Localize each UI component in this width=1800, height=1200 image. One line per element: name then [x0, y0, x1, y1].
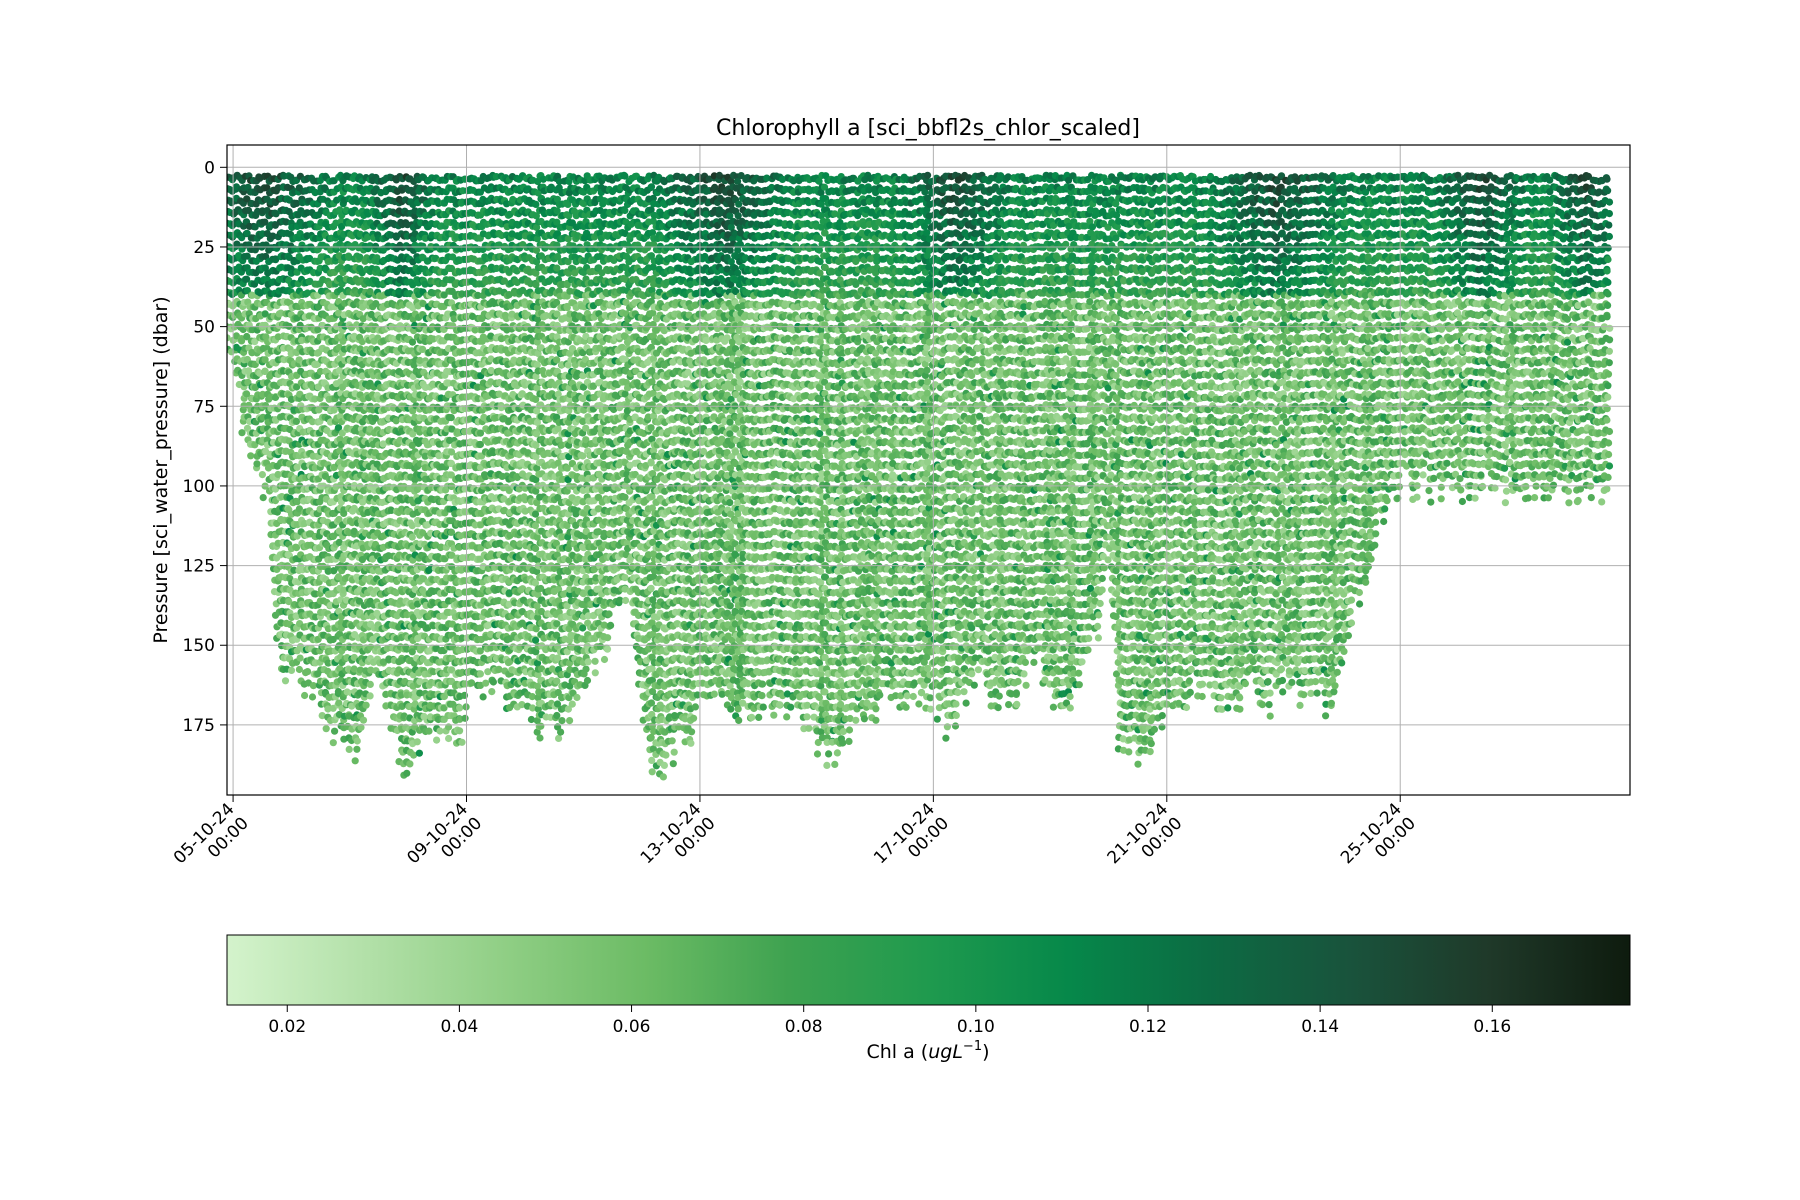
- scatter-point: [360, 717, 367, 724]
- scatter-point: [331, 728, 338, 735]
- scatter-point: [363, 702, 370, 709]
- scatter-point: [482, 680, 489, 687]
- scatter-point: [352, 757, 359, 764]
- scatter-point: [367, 692, 374, 699]
- scatter-point: [296, 666, 303, 673]
- scatter-point: [330, 739, 337, 746]
- scatter-point: [282, 677, 289, 684]
- scatter-point: [445, 735, 452, 742]
- scatter-point: [346, 746, 353, 753]
- scatter-point: [456, 727, 463, 734]
- scatter-point: [260, 494, 267, 501]
- scatter-point: [477, 670, 484, 677]
- scatter-point: [433, 737, 440, 744]
- scatter-point: [458, 739, 465, 746]
- scatter-point: [490, 678, 497, 685]
- scatter-point: [253, 460, 260, 467]
- scatter-point: [297, 655, 304, 662]
- scatter-point: [456, 704, 463, 711]
- plot-area: [222, 145, 1630, 795]
- scatter-point: [353, 746, 360, 753]
- scatter-point: [304, 668, 311, 675]
- scatter-point: [425, 728, 432, 735]
- scatter-point: [354, 737, 361, 744]
- scatter-point: [309, 693, 316, 700]
- scatter-point: [259, 471, 266, 478]
- scatter-point: [414, 738, 421, 745]
- scatter-point: [301, 692, 308, 699]
- scatter-point: [416, 750, 423, 757]
- scatter-point: [288, 667, 295, 674]
- scatter-point: [462, 715, 469, 722]
- chart-title: Chlorophyll a [sci_bbfl2s_chlor_scaled]: [716, 116, 1140, 141]
- scatter-point: [406, 760, 413, 767]
- scatter-point: [367, 681, 374, 688]
- scatter-point: [323, 725, 330, 732]
- scatter-point: [480, 693, 487, 700]
- scatter-point: [488, 688, 495, 695]
- scatter-point: [247, 452, 254, 459]
- scatter-point: [461, 692, 468, 699]
- scatter-point: [403, 770, 410, 777]
